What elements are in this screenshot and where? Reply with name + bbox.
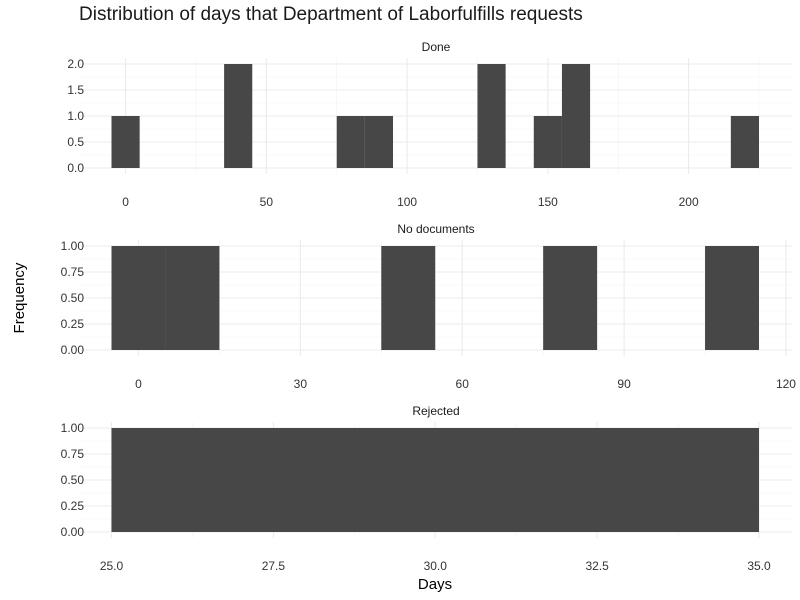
histogram-bar [533, 116, 562, 168]
x-tick-label: 30 [294, 377, 308, 391]
y-tick-label: 0.0 [67, 161, 84, 175]
x-tick-label: 30.0 [424, 559, 448, 573]
y-tick-label: 0.50 [61, 291, 85, 305]
y-axis-title: Frequency [11, 262, 28, 333]
x-tick-label: 25.0 [100, 559, 124, 573]
x-tick-label: 32.5 [585, 559, 609, 573]
x-tick-label: 150 [538, 195, 558, 209]
histogram-bar [111, 246, 166, 350]
histogram-bar [336, 116, 365, 168]
x-axis-title: Days [418, 576, 452, 593]
y-tick-label: 1.0 [67, 109, 84, 123]
y-tick-label: 2.0 [67, 57, 84, 71]
x-tick-label: 200 [679, 195, 699, 209]
x-tick-label: 27.5 [262, 559, 286, 573]
x-tick-label: 35.0 [747, 559, 771, 573]
histogram-bar [477, 64, 506, 168]
facet-label: Rejected [412, 404, 459, 418]
y-tick-label: 0.00 [61, 525, 85, 539]
y-tick-label: 0.25 [61, 499, 85, 513]
x-tick-label: 0 [122, 195, 129, 209]
y-tick-label: 1.00 [61, 239, 85, 253]
histogram-bar [364, 116, 394, 168]
y-tick-label: 1.5 [67, 83, 84, 97]
histogram-bar [561, 64, 591, 168]
x-tick-label: 100 [397, 195, 417, 209]
facet-label: Done [422, 40, 451, 54]
histogram-bar [224, 64, 253, 168]
y-tick-label: 1.00 [61, 421, 85, 435]
x-tick-label: 50 [260, 195, 274, 209]
y-tick-label: 0.75 [61, 447, 85, 461]
histogram-bar [705, 246, 759, 350]
histogram-bar [111, 428, 759, 532]
y-tick-label: 0.25 [61, 317, 85, 331]
facet-label: No documents [397, 222, 474, 236]
x-tick-label: 90 [617, 377, 631, 391]
histogram-bar [381, 246, 436, 350]
histogram-bar [543, 246, 598, 350]
y-tick-label: 0.75 [61, 265, 85, 279]
y-tick-label: 0.00 [61, 343, 85, 357]
y-tick-label: 0.5 [67, 135, 84, 149]
y-tick-label: 0.50 [61, 473, 85, 487]
chart-title: Distribution of days that Department of … [79, 4, 583, 25]
x-tick-label: 60 [456, 377, 470, 391]
x-tick-label: 0 [135, 377, 142, 391]
histogram-bar [730, 116, 759, 168]
x-tick-label: 120 [776, 377, 796, 391]
histogram-bar [111, 116, 140, 168]
histogram-bar [165, 246, 220, 350]
